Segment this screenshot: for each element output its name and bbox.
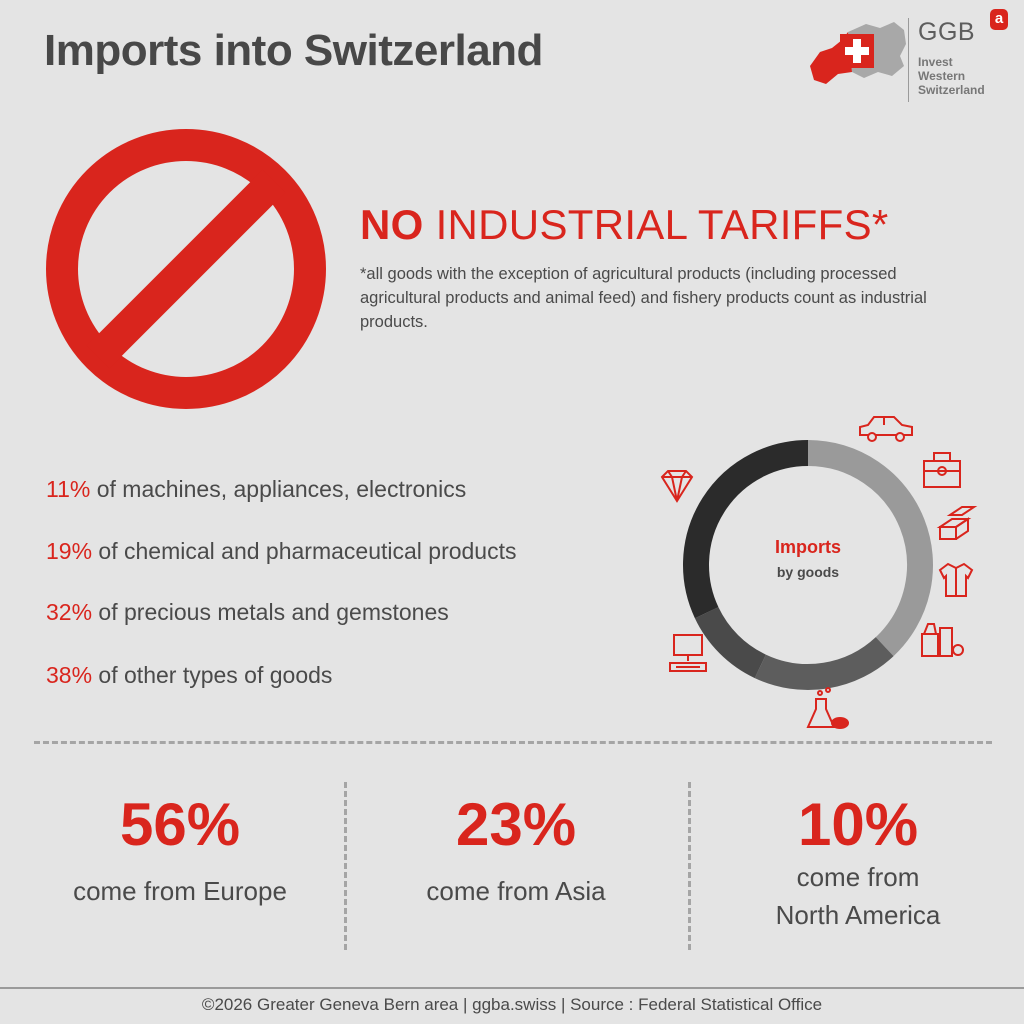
stat-text: of machines, appliances, electronics [90, 476, 467, 502]
region-stat-asia: 23% come from Asia [376, 790, 656, 910]
region-divider [688, 782, 691, 950]
goods-stat-machines: 11% of machines, appliances, electronics [46, 476, 466, 503]
swiss-cross-horizontal [845, 47, 869, 55]
goods-stat-other: 38% of other types of goods [46, 662, 332, 689]
goods-stat-precious-metals: 32% of precious metals and gemstones [46, 599, 449, 626]
stat-percent: 32% [46, 599, 93, 625]
region-percent: 56% [119, 791, 241, 858]
stat-text: of chemical and pharmaceutical products [92, 538, 517, 564]
metal-bars-icon [936, 506, 978, 540]
footer-credits: ©2026 Greater Geneva Bern area | ggba.sw… [201, 995, 823, 1014]
imports-donut-chart: Imports by goods [660, 416, 978, 729]
page-title: Imports into Switzerland [44, 26, 543, 75]
brand-tagline: Invest Western Switzerland [918, 55, 985, 97]
ggba-logo [810, 22, 906, 84]
donut-subtitle: by goods [777, 564, 839, 580]
region-label: come from Europe [73, 876, 287, 906]
tagline-line: Invest [918, 55, 953, 69]
brand-superscript: a [990, 9, 1008, 30]
goods-stat-chemicals: 19% of chemical and pharmaceutical produ… [46, 538, 517, 565]
donut-slice-precious [683, 440, 809, 619]
footer-divider [0, 987, 1024, 989]
region-label: North America [775, 900, 941, 930]
donut-title: Imports [775, 537, 841, 557]
headline-bold: NO [360, 201, 424, 248]
region-percent: 10% [797, 791, 919, 858]
donut-slice-machines [694, 606, 767, 679]
section-divider [34, 741, 992, 744]
donut-slice-other [807, 440, 933, 657]
stat-text: of other types of goods [92, 662, 333, 688]
donut-segments [683, 440, 933, 690]
stat-percent: 38% [46, 662, 93, 688]
headline-rest: INDUSTRIAL TARIFFS* [423, 201, 889, 248]
car-icon [859, 416, 913, 442]
stat-percent: 19% [46, 538, 93, 564]
toolbox-icon [923, 452, 961, 488]
logo-divider [908, 18, 909, 102]
stat-text: of precious metals and gemstones [92, 599, 449, 625]
region-divider [344, 782, 347, 950]
tagline-line: Switzerland [918, 83, 985, 97]
tariff-headline: NO INDUSTRIAL TARIFFS* [360, 201, 889, 249]
tagline-line: Western [918, 69, 966, 83]
prohibition-icon [46, 129, 326, 409]
chemistry-flask-icon [806, 687, 849, 729]
donut-slice-chemical [754, 636, 894, 690]
region-stat-north-america: 10% come from North America [718, 790, 998, 934]
computer-icon [669, 634, 707, 672]
clothing-icon [938, 562, 974, 597]
diamond-icon [660, 470, 694, 503]
region-stat-europe: 56% come from Europe [40, 790, 320, 910]
groceries-icon [921, 623, 964, 657]
brand-name: GGB [918, 18, 976, 46]
region-label: come from [796, 862, 920, 892]
stat-percent: 11% [46, 476, 91, 502]
tariff-footnote: *all goods with the exception of agricul… [360, 265, 927, 331]
region-percent: 23% [455, 791, 577, 858]
region-label: come from Asia [426, 876, 606, 906]
